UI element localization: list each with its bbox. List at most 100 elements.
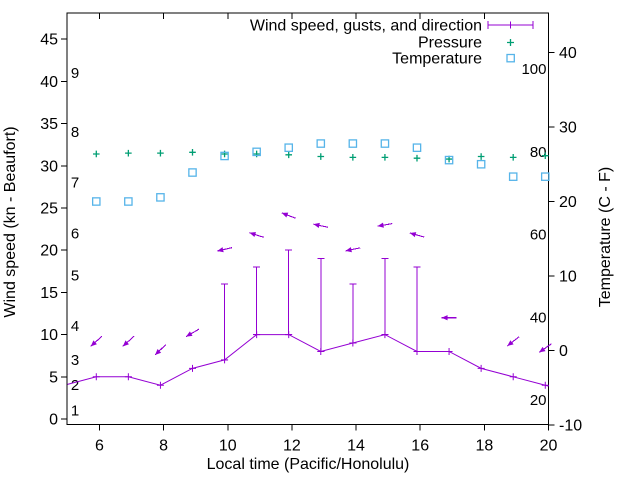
wind-direction-arrow-head (281, 212, 289, 218)
pressure-point (157, 149, 164, 157)
temperature-point (91, 197, 101, 206)
x-tick-label: 14 (347, 438, 365, 455)
wind-speed-point (477, 364, 485, 372)
y-left-tick-label: 5 (49, 369, 58, 386)
wind-speed-point (92, 373, 100, 381)
fahrenheit-inner-label: 40 (530, 309, 547, 326)
wind-speed-point (381, 331, 389, 339)
y-axis-right-label: Temperature (C - F) (597, 167, 614, 307)
temperature-point (476, 159, 486, 169)
temperature-point (540, 172, 550, 181)
y-left-tick-label: 45 (40, 32, 58, 49)
x-tick-label: 20 (540, 438, 558, 455)
wind-direction-arrow-head (155, 348, 162, 356)
y-right-tick-label: 30 (559, 120, 577, 137)
wind-speed-point (541, 381, 549, 389)
pressure-point (189, 148, 196, 156)
x-tick-label: 16 (411, 438, 429, 455)
pressure-point (381, 154, 389, 161)
wind-speed-point (349, 339, 357, 347)
wind-speed-point (285, 331, 293, 339)
beaufort-inner-label: 3 (71, 352, 79, 369)
wind-direction-arrow-head (409, 232, 417, 238)
legend-wind-sample-plus (507, 21, 514, 29)
temperature-point (444, 155, 454, 165)
temperature-point (220, 151, 229, 161)
y-left-tick-label: 20 (40, 243, 58, 260)
wind-direction-arrow-head (122, 340, 129, 347)
fahrenheit-inner-label: 100 (521, 61, 546, 78)
wind-speed-point (124, 373, 132, 381)
y-left-tick-label: 40 (40, 74, 58, 91)
y-left-tick-label: 35 (40, 116, 58, 133)
x-tick-label: 18 (475, 438, 493, 455)
y-right-tick-label: 20 (559, 194, 577, 211)
wind-direction-arrow-head (217, 247, 224, 253)
temperature-point (284, 143, 294, 152)
pressure-point (92, 150, 100, 158)
y-left-tick-label: 30 (40, 158, 58, 175)
pressure-point (477, 153, 485, 160)
beaufort-inner-label: 7 (71, 175, 79, 192)
x-tick-label: 6 (95, 438, 104, 455)
temperature-point (508, 172, 518, 181)
temperature-point (316, 139, 326, 148)
wind-direction-arrow-head (377, 222, 384, 228)
y-right-tick-label: -10 (559, 418, 582, 435)
wind-direction-arrow-head (90, 340, 97, 347)
legend-temperature-label: Temperature (392, 51, 482, 68)
fahrenheit-inner-label: 20 (530, 392, 547, 409)
legend-pressure-label: Pressure (418, 35, 482, 52)
y-left-tick-label: 25 (40, 201, 58, 218)
fahrenheit-inner-label: 60 (530, 227, 547, 244)
y-right-tick-label: 10 (559, 269, 577, 286)
temperature-point (380, 139, 390, 148)
plot-area: 6 8 10 12 14 16 18 20051015202530354045-1001020… (40, 12, 582, 455)
wind-speed-point (413, 347, 421, 355)
pressure-point (509, 154, 517, 161)
beaufort-inner-label: 6 (71, 225, 79, 242)
fahrenheit-inner-label: 80 (530, 144, 547, 161)
wind-speed-point (317, 347, 325, 355)
wind-speed-point (156, 381, 164, 389)
beaufort-inner-label: 5 (71, 268, 79, 285)
wind-speed-point (253, 331, 261, 339)
legend-temperature-marker (506, 53, 515, 63)
pressure-point (125, 149, 132, 157)
y-left-tick-label: 15 (40, 285, 58, 302)
pressure-point (317, 153, 325, 160)
beaufort-inner-label: 4 (71, 318, 79, 335)
temperature-point (412, 143, 422, 152)
y-right-tick-label: 0 (559, 343, 568, 360)
wind-speed-point (189, 364, 197, 372)
beaufort-inner-label: 8 (71, 124, 79, 141)
temperature-point (252, 147, 261, 157)
pressure-point (413, 154, 421, 162)
pressure-point (253, 150, 260, 158)
wind-speed-point (509, 373, 517, 381)
wind-speed-line (67, 334, 549, 387)
pressure-point (285, 151, 293, 159)
wind-direction-arrow-head (249, 232, 257, 238)
wind-direction-arrow-head (313, 222, 320, 228)
x-tick-label: 10 (219, 438, 237, 455)
x-tick-label: 12 (283, 438, 301, 455)
wind-direction-arrow-head (539, 346, 546, 353)
temperature-point (348, 139, 358, 148)
plot-border (66, 12, 549, 425)
wind-speed-point (221, 356, 229, 364)
y-left-tick-label: 10 (40, 327, 58, 344)
y-left-tick-label: 0 (49, 412, 58, 429)
beaufort-inner-label: 2 (71, 377, 79, 394)
temperature-point (124, 197, 133, 206)
beaufort-inner-label: 9 (71, 65, 79, 82)
legend-pressure-marker (507, 39, 514, 46)
legend-wind-label: Wind speed, gusts, and direction (250, 18, 482, 35)
temperature-point (156, 193, 165, 202)
wind-speed-point (445, 347, 453, 355)
y-right-tick-label: 40 (559, 45, 577, 62)
x-tick-label: 8 (159, 438, 168, 455)
y-axis-left-label: Wind speed (kn - Beaufort) (2, 126, 19, 317)
